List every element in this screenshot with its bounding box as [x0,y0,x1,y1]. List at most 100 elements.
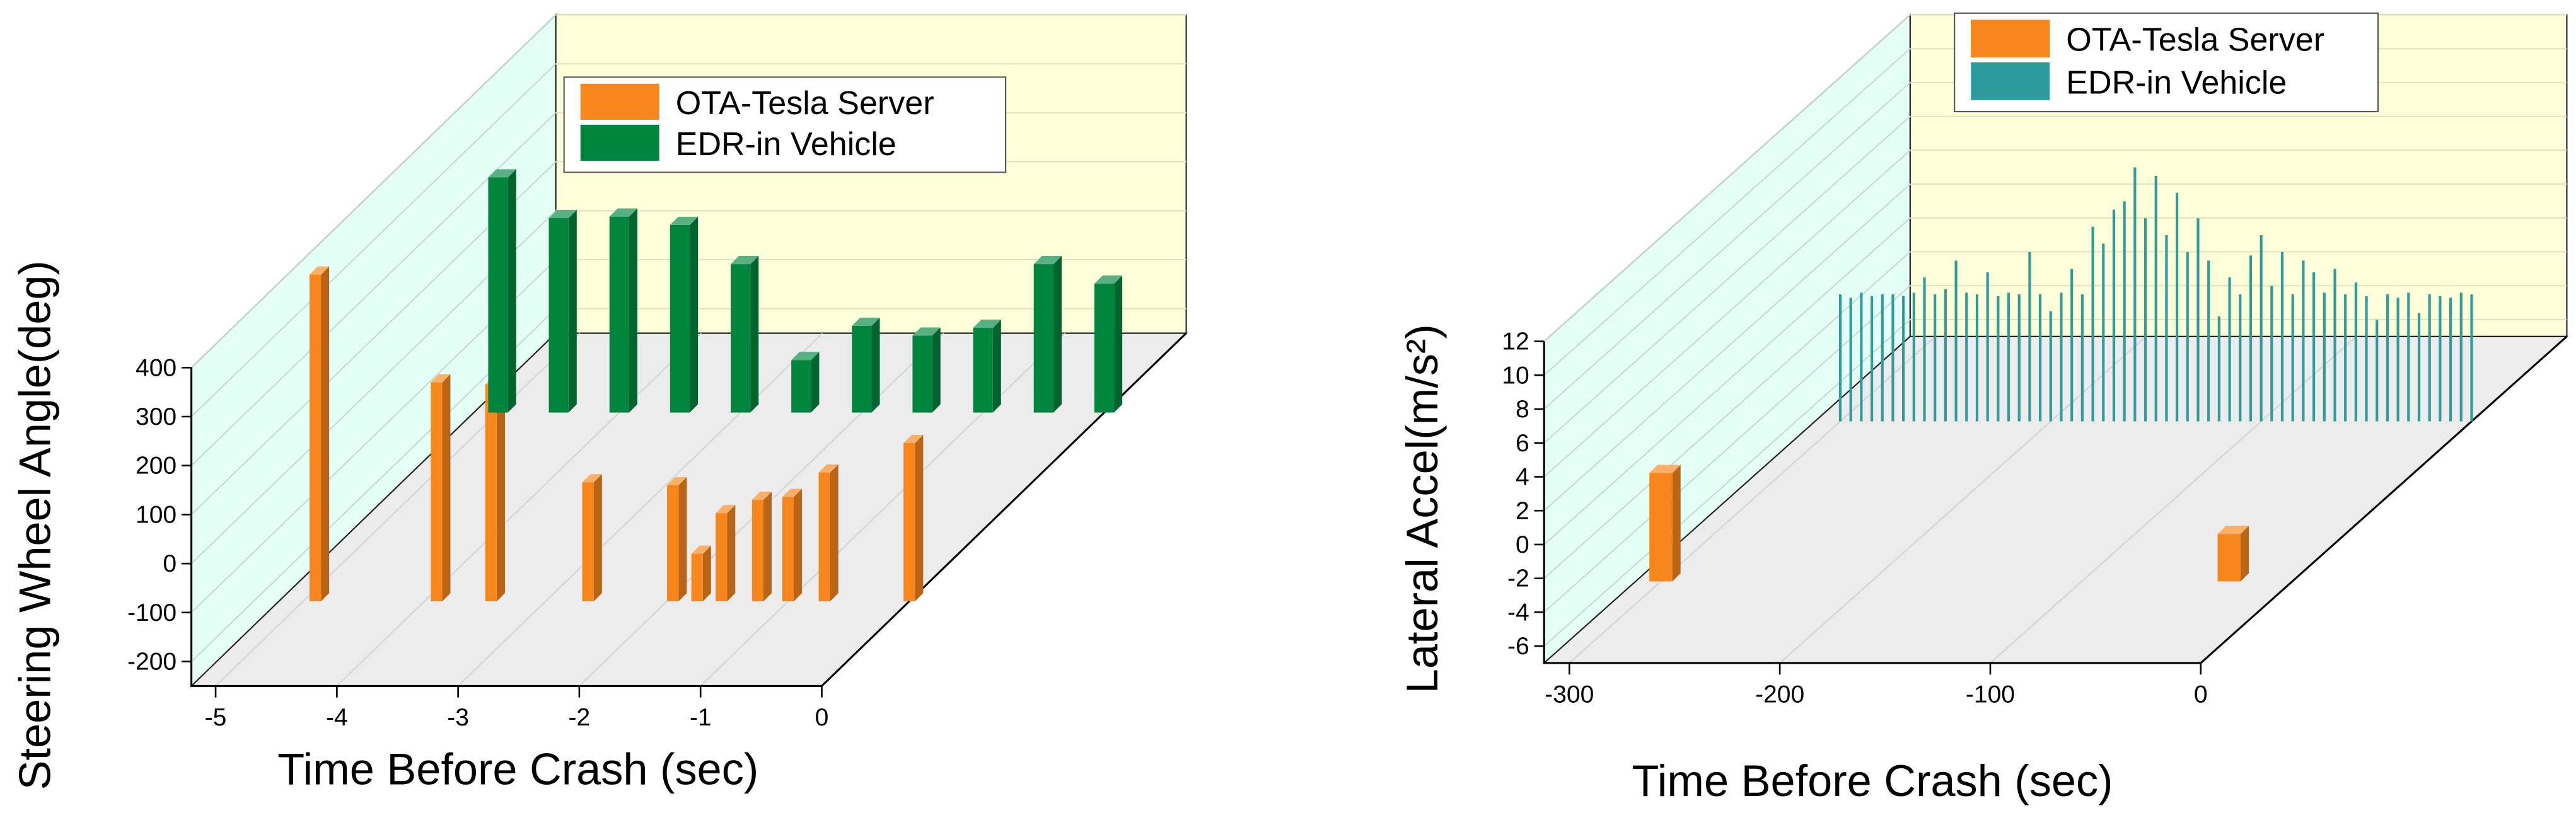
bar-front [2123,201,2126,422]
bar-front [2228,277,2231,422]
bar [2249,255,2253,422]
y-tick-label: 0 [163,550,177,577]
bar-front [751,500,763,602]
bar-front [2017,294,2021,422]
chart: -200 -100 0 100 200 300 400 -5 -4 -3 -2 -1 0 OTA-Tesl… [10,13,1188,794]
bar-front [2060,292,2063,422]
bar-top [716,505,736,514]
bar [2228,277,2231,422]
y-tick-label: -4 [1507,599,1529,626]
bar-front [2049,311,2052,422]
grid-line [1543,183,1911,512]
bar [582,474,602,602]
chart: -6 -4 -2 0 2 4 6 8 10 12 -300 -200 -100 0 OTA-Tesla Se… [1397,12,2569,805]
bar [667,476,687,602]
y-tick-label: 2 [1516,497,1529,524]
y-tick-label: 200 [136,453,177,480]
bar-side [763,492,772,602]
bar-front [1944,289,1947,422]
grid-line [457,332,823,687]
bar-side [750,256,759,413]
bar-top [691,545,711,554]
bar-front [2354,282,2357,422]
bar-top [609,208,637,217]
y-axis-label: Lateral Accel(m/s²) [1397,324,1447,693]
y-tick-label: 100 [136,501,177,528]
legend-swatch [580,83,659,120]
bar-top [670,216,699,225]
bar-top [751,492,772,500]
bar-front [1838,294,1842,422]
bar-front [2280,251,2284,422]
bar-top [852,317,880,326]
y-tick-label: -6 [1507,633,1529,660]
bar [309,266,330,602]
bar [1997,296,2000,422]
bar [2439,296,2442,422]
bar-front [2133,167,2137,422]
bar [973,320,1001,413]
bar-side [811,352,820,413]
bar [912,327,941,413]
bar-front [1870,296,1874,422]
bar-front [2102,243,2105,422]
bar-front [2039,294,2042,422]
bar-side [932,327,941,413]
bar-front [2239,294,2242,422]
bar [1849,297,1852,422]
bar-top [973,320,1001,328]
bar-front [1033,264,1053,413]
bar [2291,294,2294,422]
bar-front [912,335,932,413]
bar-front [2291,294,2294,422]
bar-side [727,505,736,602]
x-tick-label: -200 [1755,681,1804,708]
back-wall [555,14,1187,334]
grid-line [1543,115,1911,444]
bar-front [2376,320,2379,422]
depth-axis [821,332,1187,687]
bar [1923,277,1926,422]
bar-front [1986,272,1989,422]
bar-side [678,476,687,602]
bar [2196,218,2200,422]
legend-label: OTA-Tesla Server [676,85,934,122]
bar [716,505,736,602]
bar-front [1934,294,1937,422]
bar [2333,268,2336,422]
bar [2354,282,2357,422]
bar-front [2449,297,2452,422]
bar-front [2165,235,2168,422]
bar-front [2154,176,2157,422]
grid-line [1543,285,1911,613]
bar-front [1954,260,1958,422]
bar-front [1891,294,1894,422]
bar-front [1860,292,1863,422]
bar-front [2323,292,2326,422]
bar-side [992,320,1001,413]
bar [751,492,772,602]
bar-top [2217,526,2249,534]
grid-line [1543,149,1911,478]
bar-side [629,208,637,413]
bar [2470,294,2473,422]
grid-line [1569,336,1936,664]
bar [2039,294,2042,422]
y-tick-label: 0 [1516,531,1529,558]
bar [2102,243,2105,422]
bar [2176,192,2179,422]
bar-side [1114,275,1123,413]
bar-front [582,482,594,602]
bar [1902,296,1905,422]
x-tick-label: -5 [205,704,227,731]
bar-side [690,216,699,413]
bar-front [1649,473,1673,582]
grid-line [1990,336,2357,664]
legend-swatch [1971,62,2050,100]
bar [2239,294,2242,422]
bar [2028,251,2031,422]
bar-side [794,488,803,602]
x-tick-label: -3 [447,704,469,731]
bar [2154,176,2157,422]
